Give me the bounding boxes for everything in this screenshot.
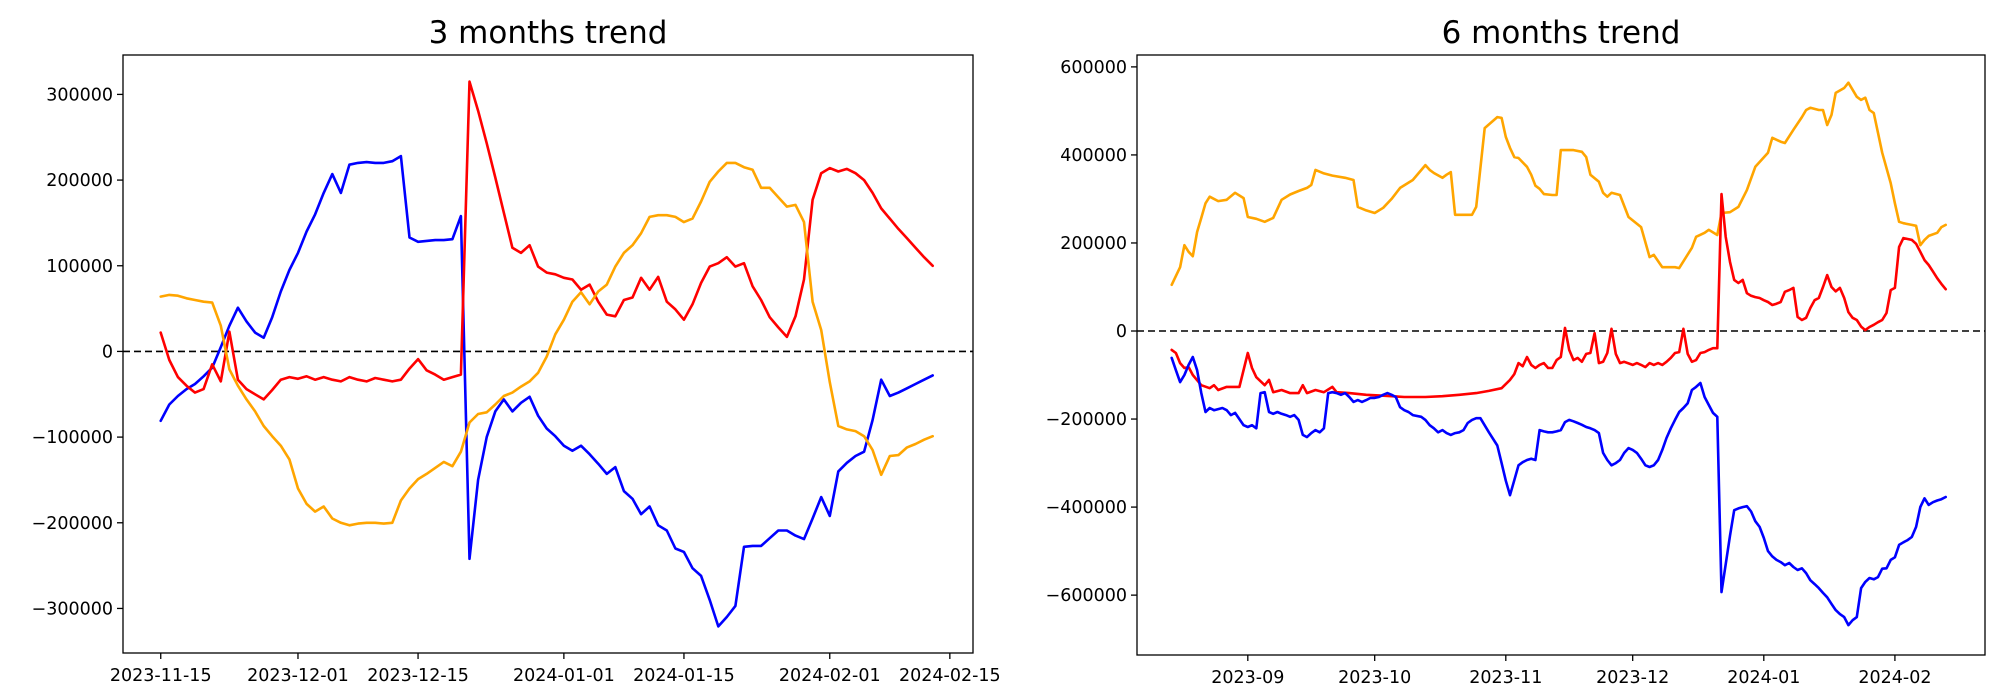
- orange-series: [159, 161, 935, 527]
- y-tick-label: 200000: [46, 171, 113, 191]
- y-tick-label: 100000: [46, 257, 113, 277]
- y-tick-label: −100000: [32, 428, 113, 448]
- plot-border: [122, 54, 974, 654]
- plot-border: [1136, 54, 1986, 656]
- y-tick-label: 0: [1116, 322, 1127, 342]
- y-tick-label: 400000: [1060, 146, 1127, 166]
- y-tick-label: 0: [102, 342, 113, 362]
- x-tick-label: 2023-10: [1338, 668, 1411, 688]
- y-tick-label: −200000: [32, 514, 113, 534]
- y-tick-label: 200000: [1060, 234, 1127, 254]
- x-tick-label: 2024-01: [1727, 668, 1800, 688]
- x-tick-label: 2024-02-15: [899, 666, 1000, 686]
- x-tick-label: 2023-12-15: [367, 666, 469, 686]
- x-tick-label: 2023-12-01: [247, 666, 349, 686]
- plot-area-6-months: 2023-09 2023-10 2023-11 2023-12 2024-01 2024-…: [1046, 54, 1986, 688]
- x-tick-label: 2024-01-15: [633, 666, 735, 686]
- y-tick-label: 600000: [1060, 58, 1127, 78]
- chart-title-6-months: 6 months trend: [1442, 15, 1681, 51]
- orange-series: [1170, 81, 1948, 287]
- x-tick-label: 2024-02: [1858, 668, 1931, 688]
- chart-6-months: 6 months trend 2023-09 2023-10 2023-11 2023…: [1000, 0, 2000, 700]
- y-tick-label: −200000: [1046, 410, 1127, 430]
- x-tick-label: 2023-11-15: [110, 666, 212, 686]
- red-series: [159, 80, 935, 401]
- blue-series: [159, 154, 935, 628]
- x-tick-label: 2023-09: [1211, 668, 1284, 688]
- x-tick-label: 2024-02-01: [779, 666, 881, 686]
- blue-series: [1170, 355, 1948, 627]
- x-tick-label: 2023-11: [1469, 668, 1542, 688]
- y-tick-label: −300000: [32, 599, 113, 619]
- chart-title-3-months: 3 months trend: [429, 15, 668, 51]
- chart-6-months-canvas: 6 months trend 2023-09 2023-10 2023-11 2023…: [1046, 15, 1986, 688]
- plot-area-3-months: 2023-11-15 2023-12-01 2023-12-15 2024-01-01…: [32, 54, 1000, 686]
- y-tick-label: −600000: [1046, 586, 1127, 606]
- chart-3-months: 3 months trend 2023-11-15 2023-12-01 2023-…: [32, 15, 1000, 686]
- x-tick-label: 2023-12: [1596, 668, 1669, 688]
- y-tick-label: −400000: [1046, 498, 1127, 518]
- y-tick-label: 300000: [46, 85, 113, 105]
- x-tick-label: 2024-01-01: [513, 666, 615, 686]
- red-series: [1170, 192, 1948, 399]
- chart-3-months-canvas: 3 months trend 2023-11-15 2023-12-01 2023-…: [32, 15, 1000, 686]
